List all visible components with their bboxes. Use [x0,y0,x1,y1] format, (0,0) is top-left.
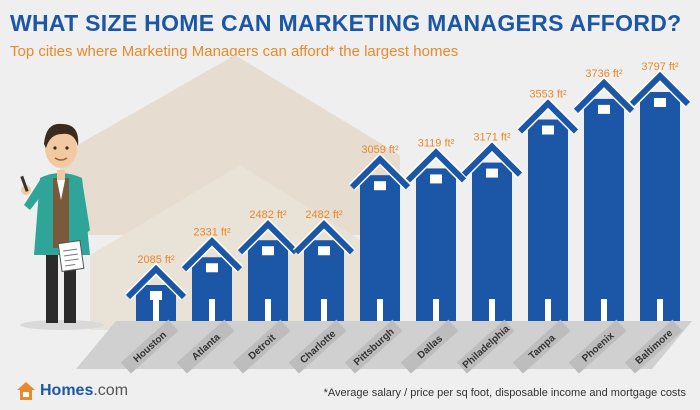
house-bar [292,217,356,321]
house-door [209,299,215,321]
category-plaque-bg [344,319,403,374]
house-door [489,299,495,321]
house-window [598,104,610,114]
roof [405,148,467,183]
value-label: 3553 ft² [529,89,567,101]
value-label: 3736 ft² [585,68,623,80]
house-door [433,299,439,321]
category-plaque-bg [176,319,235,374]
value-label: 2331 ft² [193,226,231,238]
house-door [657,299,663,321]
value-label: 3797 ft² [641,61,679,73]
house-bar [348,152,412,321]
bar-body [584,98,624,321]
homes-logo-icon [17,382,35,400]
roof [573,78,635,113]
house-door [321,299,327,321]
roof [629,71,691,107]
house-bar [236,217,300,321]
house-door [265,299,271,321]
value-label: 3171 ft² [473,132,511,144]
house-bar [516,97,580,321]
house-window [262,246,274,256]
house-door [545,299,551,321]
bar-body [472,162,512,321]
value-label: 3059 ft² [361,144,399,156]
house-door [377,299,383,321]
house-window [318,246,330,256]
bar-body [360,175,400,321]
house-bar [124,262,188,321]
category-plaque-bg [456,319,515,374]
house-door [153,299,159,321]
page-subtitle: Top cities where Marketing Managers can … [10,43,459,60]
marketing-manager-illustration [20,123,104,330]
house-bar [572,76,636,321]
footnote: *Average salary / price per sq foot, dis… [323,387,686,399]
house-bar [628,69,692,321]
bar-body [416,168,456,321]
category-plaque-bg [120,319,179,374]
house-window [430,174,442,184]
page-title: WHAT SIZE HOME CAN MARKETING MANAGERS AF… [10,10,682,36]
value-label: 2482 ft² [305,209,343,221]
roof [349,154,411,190]
category-plaque-bg [400,319,459,374]
house-window [542,125,554,135]
category-plaque-bg [512,319,571,374]
value-label: 2085 ft² [137,254,175,266]
house-window [150,291,162,300]
bar-body [640,92,680,321]
category-plaque-bg [288,319,347,374]
value-labels: 2085 ft² 2331 ft² 2482 ft² 2482 ft² 3059 ft²… [137,61,679,266]
value-label: 3119 ft² [418,137,455,149]
roof [293,220,355,255]
bar-body [528,119,568,321]
house-window [374,181,386,191]
roof [181,237,243,272]
roof [461,142,523,177]
house-door [601,299,607,321]
house-bars [124,69,692,321]
roof [237,220,299,255]
house-bar [404,146,468,321]
house-window [206,263,218,273]
house-window [486,168,498,178]
roof [517,99,579,134]
homes-logo-text: Homes.com [40,382,129,399]
category-plaque-bg [568,319,627,374]
roof [125,264,187,300]
category-plaque-bg [624,319,683,374]
house-bar [460,140,524,321]
category-plaque-bg [232,319,291,374]
value-label: 2482 ft² [249,209,287,221]
house-bar [180,234,244,321]
house-window [654,98,666,107]
homes-logo[interactable]: Homes.com [16,381,128,401]
